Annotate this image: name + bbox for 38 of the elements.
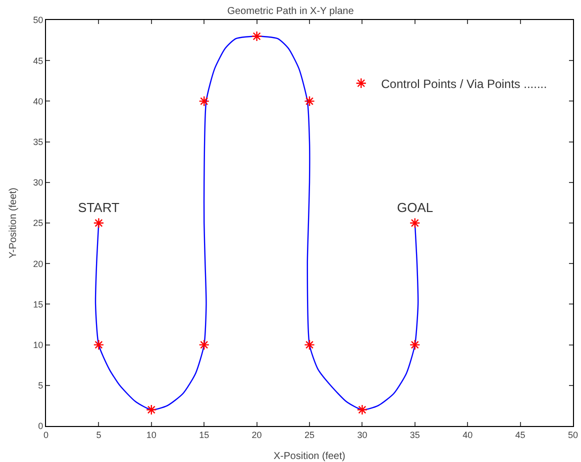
x-axis-title: X-Position (feet) <box>274 451 346 462</box>
y-axis-title: Y-Position (feet) <box>8 188 19 258</box>
chart-title: Geometric Path in X-Y plane <box>227 6 354 17</box>
x-tick-label: 40 <box>462 430 473 440</box>
x-tick-label: 25 <box>304 430 315 440</box>
x-tick-label: 15 <box>199 430 210 440</box>
point <box>304 96 315 107</box>
point <box>410 339 420 350</box>
y-tick-label: 40 <box>33 96 44 106</box>
x-tick-label: 35 <box>410 430 420 440</box>
point <box>198 339 210 350</box>
point <box>93 339 104 350</box>
annotation: GOAL <box>397 200 434 215</box>
y-tick-label: 35 <box>33 136 44 147</box>
point <box>146 404 157 416</box>
y-tick-label: 15 <box>33 299 44 310</box>
legend-label: Control Points / Via Points ....... <box>381 76 547 91</box>
y-tick-label: 10 <box>33 340 44 350</box>
y-tick-label: 30 <box>33 178 44 188</box>
point <box>251 30 262 42</box>
point <box>356 404 368 416</box>
x-tick-label: 10 <box>146 430 156 440</box>
y-tick-label: 5 <box>38 380 44 391</box>
y-tick-label: 0 <box>38 421 44 432</box>
x-tick-label: 45 <box>515 430 526 440</box>
x-tick-label: 50 <box>568 430 578 440</box>
point <box>304 339 315 350</box>
y-tick-label: 20 <box>33 258 44 269</box>
x-tick-label: 30 <box>357 430 368 440</box>
x-tick-label: 5 <box>96 430 102 440</box>
y-tick-label: 50 <box>33 15 44 26</box>
y-tick-label: 25 <box>33 218 44 228</box>
point <box>198 96 210 107</box>
point <box>93 218 104 228</box>
x-tick-label: 20 <box>252 430 262 440</box>
annotation: START <box>78 200 120 215</box>
point <box>410 218 420 228</box>
y-tick-label: 45 <box>33 56 44 66</box>
